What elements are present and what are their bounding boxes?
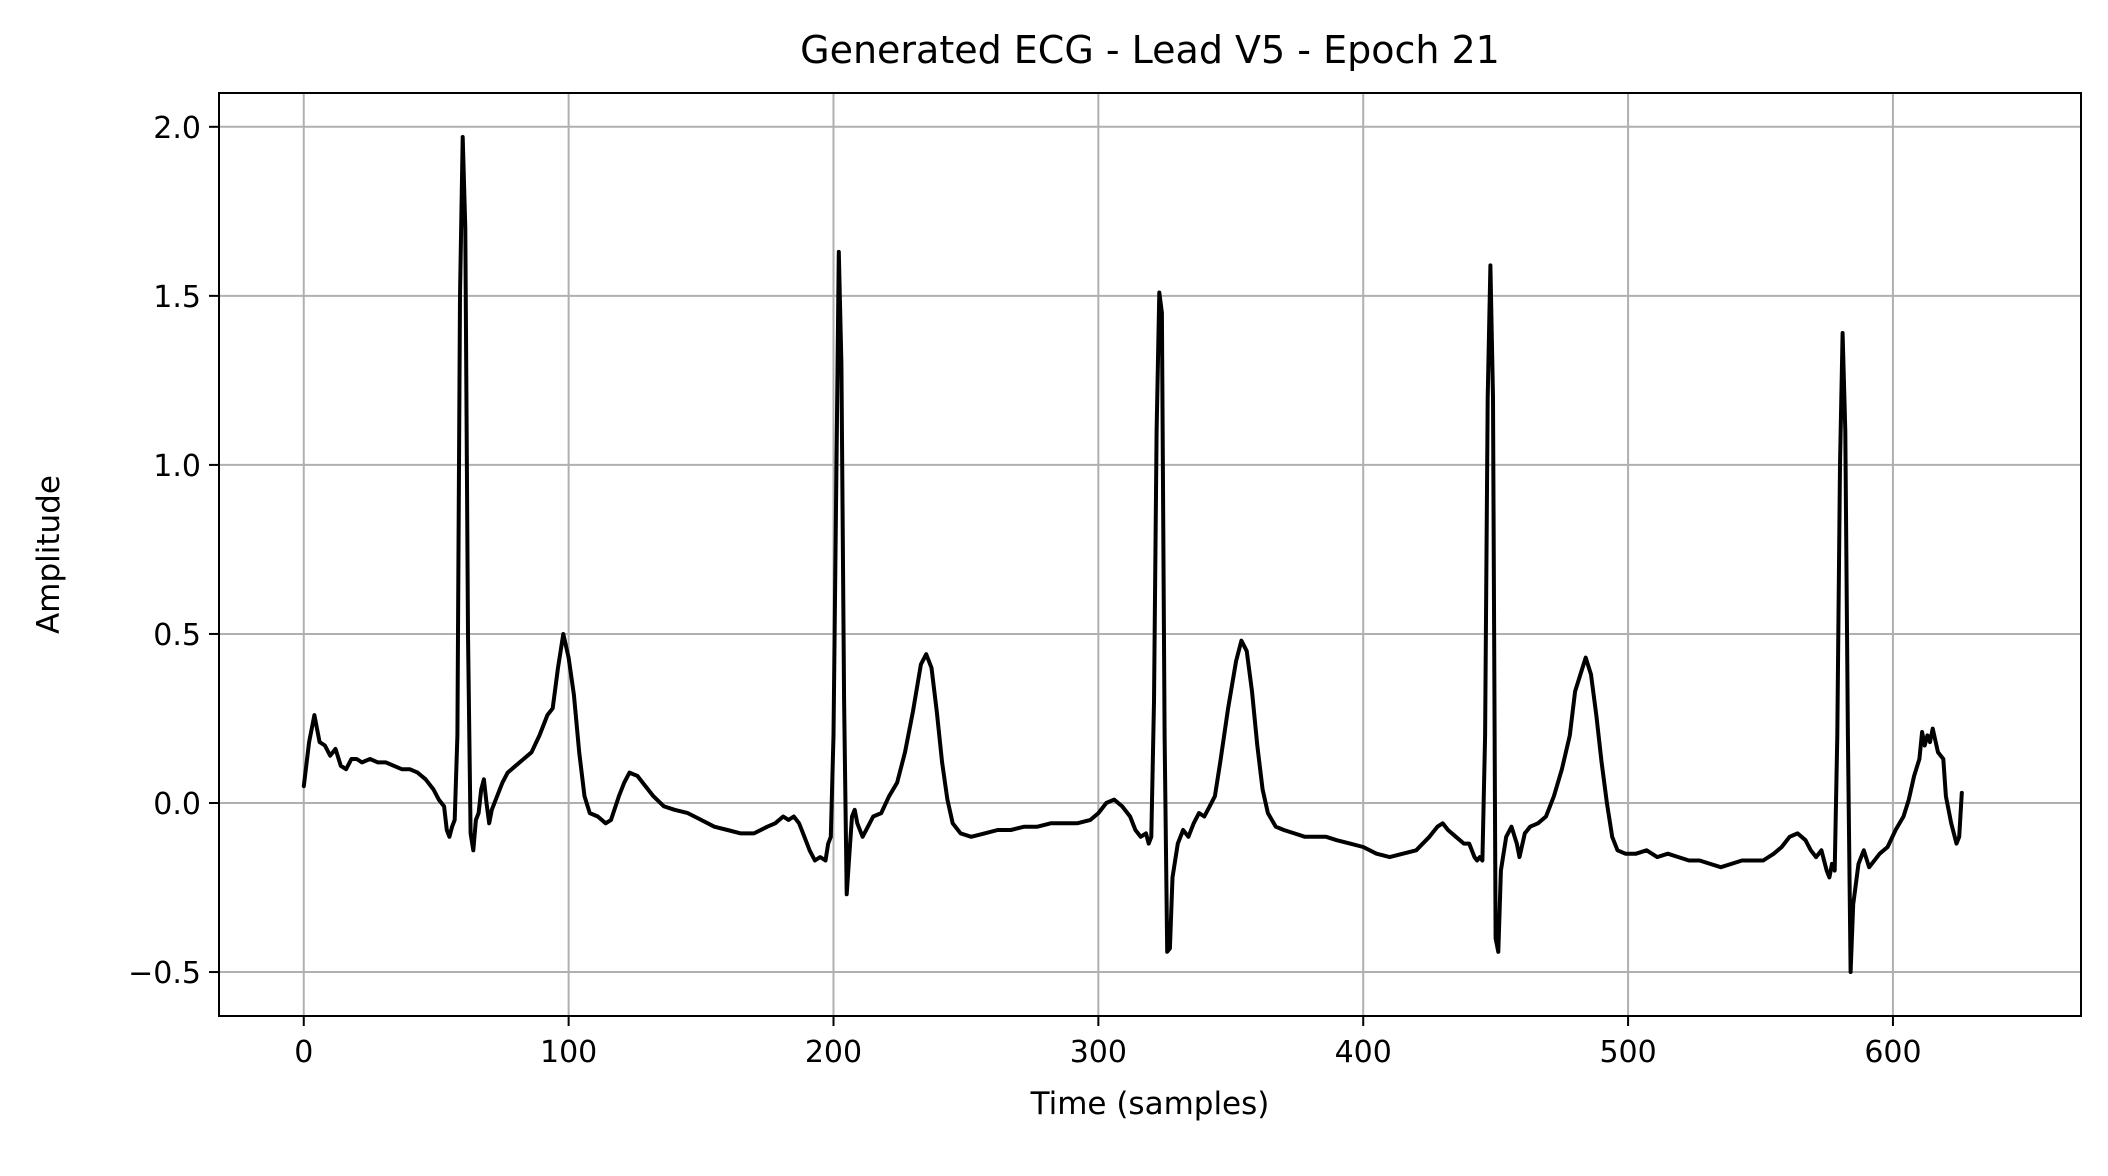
x-tick-label: 300 [1070,1035,1127,1070]
y-tick-label: 2.0 [153,111,201,146]
x-tick-label: 0 [294,1035,313,1070]
x-tick-label: 200 [805,1035,862,1070]
plot-frame [218,92,2082,1017]
y-tick-label: 0.0 [153,787,201,822]
x-tick-label: 600 [1864,1035,1921,1070]
y-axis-ticks: −0.5 0.0 0.5 1.0 1.5 2.0 [128,111,219,991]
x-axis-ticks: 0 100 200 300 400 500 600 [294,1016,1922,1070]
series-layer [301,135,1964,974]
x-axis-label: Time (samples) [1030,1086,1270,1122]
y-tick-label: 1.5 [153,280,201,315]
y-tick-label: −0.5 [128,956,201,991]
x-tick-label: 400 [1335,1035,1392,1070]
x-tick-label: 500 [1599,1035,1656,1070]
y-tick-label: 0.5 [153,618,201,653]
x-tick-label: 100 [540,1035,597,1070]
y-tick-label: 1.0 [153,449,201,484]
y-axis-label: Amplitude [31,475,67,634]
chart-title: Generated ECG - Lead V5 - Epoch 21 [800,28,1500,72]
ecg-series-line [301,135,1964,974]
